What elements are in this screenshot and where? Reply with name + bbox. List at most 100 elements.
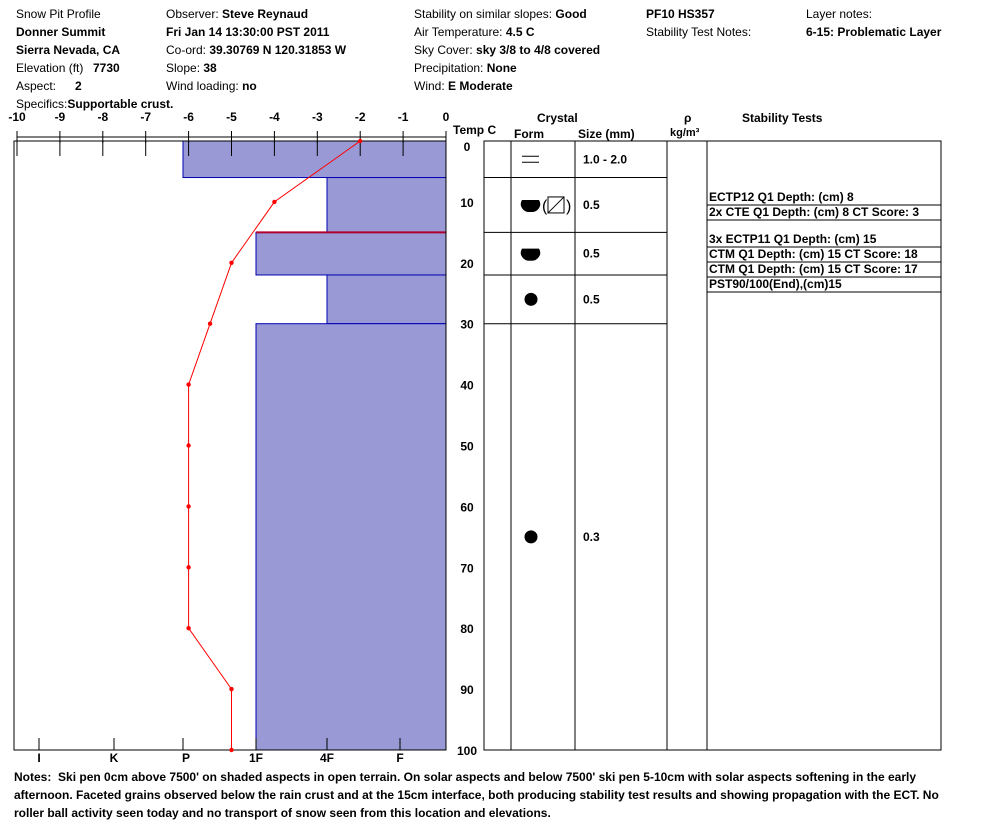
depth-label: 60 (460, 500, 474, 514)
stability-test-2: 3x ECTP11 Q1 Depth: (cm) 15 (709, 232, 877, 246)
crystal-header: Crystal (537, 111, 578, 125)
grain-size: 0.5 (583, 292, 600, 306)
stability-label: Stability on similar slopes: (414, 7, 553, 21)
grain-size: 0.5 (583, 247, 600, 261)
stability-value: Good (555, 7, 587, 21)
hardness-label: K (110, 751, 119, 765)
depth-label: 10 (460, 196, 474, 210)
aspect-label: Aspect: (16, 79, 57, 93)
temperature-point (229, 686, 234, 692)
elevation: 7730 (93, 61, 120, 75)
hardness-label: 4F (320, 751, 334, 765)
temperature-point (272, 199, 277, 205)
air-temp: Air Temperature: 4.5 C (414, 25, 535, 39)
precipitation: Precipitation: None (414, 61, 517, 75)
elevation-label: Elevation (ft) (16, 61, 84, 75)
temperature-point (229, 260, 234, 265)
depth-label: 70 (460, 561, 474, 575)
wind-value: E Moderate (448, 79, 513, 93)
size-header: Size (mm) (578, 127, 635, 141)
temp-tick-label: -2 (355, 110, 366, 124)
grain-size: 0.5 (583, 198, 600, 212)
precip-value: None (486, 61, 517, 75)
form-header: Form (514, 127, 544, 141)
temperature-point (186, 443, 191, 448)
rounding-faceted-icon (520, 248, 541, 261)
temp-tick-label: -9 (55, 110, 66, 124)
stability-tests-header: Stability Tests (742, 111, 823, 125)
temp-tick-label: -5 (226, 110, 237, 124)
grain-size: 1.0 - 2.0 (583, 152, 627, 166)
hardness-bar-3 (326, 274, 447, 325)
temperature-point (207, 321, 213, 326)
depth-label: 80 (460, 622, 474, 636)
stability-notes-label: Stability Test Notes: (646, 25, 752, 39)
coord-label: Co-ord: (166, 43, 207, 57)
wind-label: Wind: (414, 79, 445, 93)
temp-tick-label: -7 (140, 110, 151, 124)
air-temp-label: Air Temperature: (414, 25, 503, 39)
precip-label: Precipitation: (414, 61, 484, 75)
sky-value: sky 3/8 to 4/8 covered (476, 43, 601, 57)
wind: Wind: E Moderate (414, 79, 513, 93)
region: Sierra Nevada, CA (16, 43, 121, 57)
layer-notes-label: Layer notes: (806, 7, 873, 21)
temp-tick-label: -3 (312, 110, 323, 124)
temperature-point (186, 565, 191, 570)
hardness-bar-2 (255, 231, 447, 276)
layer-note: 6-15: Problematic Layer (806, 25, 942, 39)
pit-id: PF10 HS357 (646, 7, 715, 21)
slope-label: Slope: (166, 61, 201, 75)
datetime: Fri Jan 14 13:30:00 PST 2011 (166, 25, 330, 39)
temp-tick-label: -4 (269, 110, 280, 124)
round-grain-icon (524, 292, 538, 306)
sky-label: Sky Cover: (414, 43, 473, 57)
grain-size: 0.3 (583, 530, 600, 544)
specifics: Specifics:Supportable crust. (16, 97, 173, 111)
faceted-grain-icon (547, 196, 565, 214)
stability-test-0: ECTP12 Q1 Depth: (cm) 8 (709, 190, 854, 204)
wind-loading: Wind loading: no (166, 79, 257, 93)
temperature-point (358, 138, 363, 144)
stability-test-1: 2x CTE Q1 Depth: (cm) 8 CT Score: 3 (709, 205, 919, 219)
wind-loading-value: no (242, 79, 257, 93)
density-unit: kg/m³ (670, 127, 700, 139)
rounding-faceted-icon (520, 199, 541, 213)
sky-cover: Sky Cover: sky 3/8 to 4/8 covered (414, 43, 600, 57)
aspect: 2 (75, 79, 82, 93)
density-header: ρ (684, 111, 692, 125)
temperature-point (186, 626, 191, 631)
temp-tick-label: 0 (443, 110, 450, 124)
observer-label: Observer: (166, 7, 219, 21)
hardness-bar-1 (326, 177, 447, 233)
observer-value: Steve Reynaud (222, 7, 309, 21)
hardness-bar-0 (182, 140, 447, 179)
round-grain-icon (524, 530, 538, 544)
temp-axis-label: Temp C (453, 123, 497, 137)
depth-label: 20 (460, 257, 474, 271)
air-temp-value: 4.5 C (505, 25, 535, 39)
layer-table-frame (483, 140, 942, 751)
depth-label: 30 (460, 318, 474, 332)
slope: Slope: 38 (166, 61, 217, 75)
depth-label: 100 (457, 744, 477, 758)
notes-text: Ski pen 0cm above 7500' on shaded aspect… (14, 770, 939, 820)
hardness-label: F (396, 751, 403, 765)
depth-label: 0 (464, 140, 471, 154)
notes: Notes: Ski pen 0cm above 7500' on shaded… (14, 768, 954, 822)
paren-icon: ( (542, 198, 548, 215)
observer: Observer: Steve Reynaud (166, 7, 308, 21)
specifics-value: Supportable crust. (67, 97, 174, 111)
stability-test-5: PST90/100(End),(cm)15 (709, 277, 842, 291)
profile-title: Snow Pit Profile (16, 7, 101, 21)
slope-value: 38 (203, 61, 217, 75)
specifics-label: Specifics: (16, 97, 68, 111)
hardness-label: 1F (249, 751, 263, 765)
hardness-bar-4 (255, 323, 447, 751)
wind-loading-label: Wind loading: (166, 79, 239, 93)
location: Donner Summit (16, 25, 106, 39)
faceted-grain-icon (547, 196, 565, 214)
temp-tick-label: -10 (8, 110, 26, 124)
stability: Stability on similar slopes: Good (414, 7, 587, 21)
